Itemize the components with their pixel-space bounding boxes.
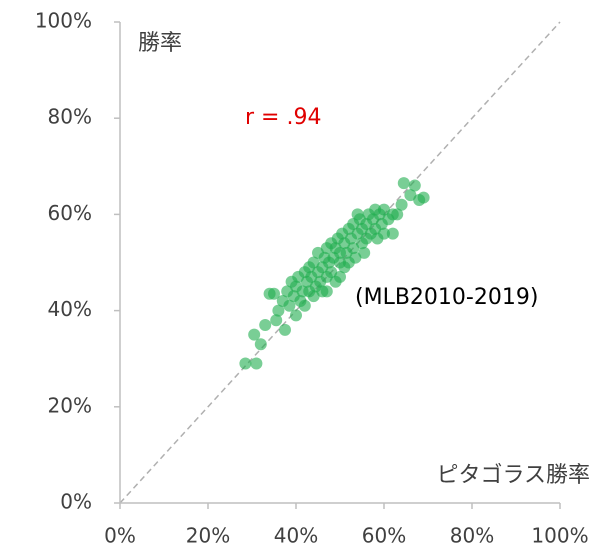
point xyxy=(334,270,346,283)
point xyxy=(268,287,280,300)
point xyxy=(349,251,362,264)
x-tick-label: 100% xyxy=(531,524,588,548)
point xyxy=(358,246,371,259)
point xyxy=(270,314,283,327)
x-tick-label: 20% xyxy=(186,524,230,548)
y-tick-label: 100% xyxy=(35,9,92,33)
y-tick-label: 0% xyxy=(60,490,92,514)
point xyxy=(307,256,320,269)
point xyxy=(250,357,263,370)
point xyxy=(283,299,296,312)
y-tick-label: 20% xyxy=(48,393,92,417)
point xyxy=(254,338,267,351)
point xyxy=(347,242,360,255)
point xyxy=(272,304,285,317)
point xyxy=(404,189,417,202)
x-tick-label: 0% xyxy=(104,524,136,548)
point xyxy=(417,191,430,204)
point xyxy=(351,208,364,221)
point xyxy=(279,323,291,336)
point xyxy=(298,299,311,312)
correlation-annotation: r = .94 xyxy=(245,105,321,130)
x-tick-label: 40% xyxy=(274,524,318,548)
point xyxy=(290,309,302,322)
point xyxy=(259,319,272,332)
point xyxy=(395,198,408,211)
x-tick-label: 80% xyxy=(450,524,494,548)
source-annotation: (MLB2010-2019) xyxy=(355,285,538,310)
point xyxy=(378,203,390,216)
point xyxy=(320,285,333,298)
point xyxy=(239,357,252,370)
point xyxy=(397,177,410,190)
point xyxy=(325,266,338,279)
point xyxy=(378,227,390,240)
y-tick-label: 40% xyxy=(48,297,92,321)
point xyxy=(248,328,261,341)
point xyxy=(307,290,320,303)
y-tick-label: 60% xyxy=(48,201,92,225)
y-tick-label: 80% xyxy=(48,105,92,129)
point xyxy=(408,179,421,192)
point xyxy=(391,208,404,221)
y-axis-label: 勝率 xyxy=(138,31,182,56)
point xyxy=(386,227,399,240)
x-axis-label: ピタゴラス勝率 xyxy=(436,463,590,488)
x-tick-label: 60% xyxy=(362,524,406,548)
